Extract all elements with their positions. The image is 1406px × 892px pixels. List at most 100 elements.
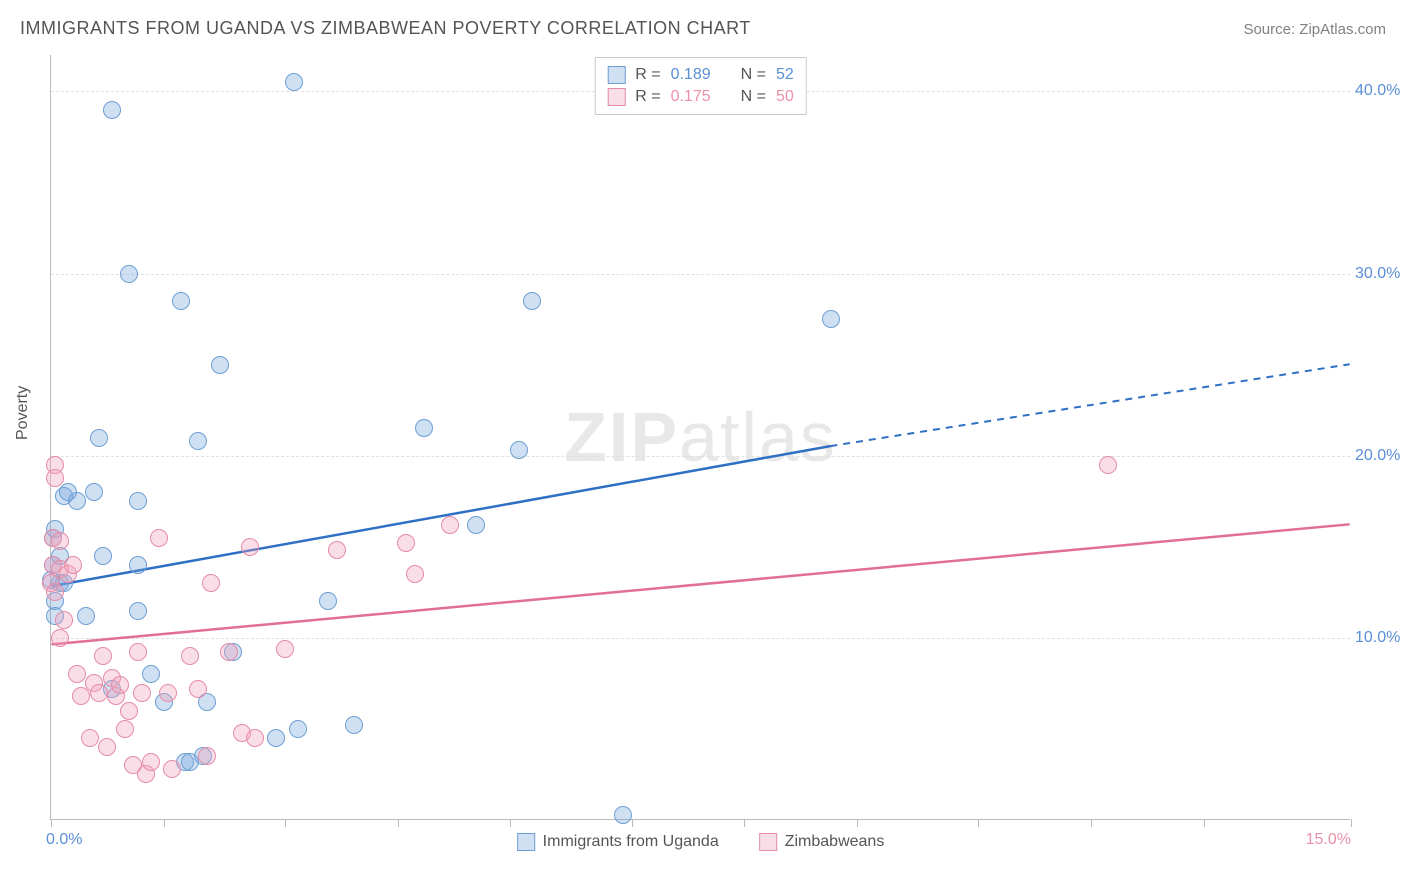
data-point-zimbabwe — [46, 583, 64, 601]
legend-swatch — [759, 833, 777, 851]
data-point-uganda — [85, 483, 103, 501]
r-label: R = — [635, 88, 660, 106]
x-tick — [744, 819, 745, 827]
data-point-uganda — [467, 516, 485, 534]
data-point-uganda — [345, 716, 363, 734]
data-point-uganda — [129, 602, 147, 620]
x-tick — [51, 819, 52, 827]
data-point-uganda — [289, 720, 307, 738]
series-legend: Immigrants from Uganda Zimbabweans — [517, 833, 885, 851]
data-point-zimbabwe — [276, 640, 294, 658]
data-point-zimbabwe — [202, 574, 220, 592]
gridline — [51, 456, 1350, 457]
trendline-dashed-uganda — [830, 364, 1349, 446]
data-point-zimbabwe — [1099, 456, 1117, 474]
data-point-uganda — [267, 729, 285, 747]
data-point-zimbabwe — [159, 684, 177, 702]
source-label: Source: ZipAtlas.com — [1243, 21, 1386, 38]
data-point-uganda — [189, 432, 207, 450]
data-point-uganda — [129, 556, 147, 574]
trendline-uganda — [51, 446, 830, 586]
x-tick — [632, 819, 633, 827]
legend-row-zimbabwe: R = 0.175 N = 50 — [607, 86, 794, 108]
correlation-legend: R = 0.189 N = 52 R = 0.175 N = 50 — [594, 57, 807, 115]
data-point-zimbabwe — [98, 738, 116, 756]
legend-label: Zimbabweans — [785, 833, 885, 851]
data-point-zimbabwe — [328, 541, 346, 559]
data-point-uganda — [822, 310, 840, 328]
data-point-uganda — [319, 592, 337, 610]
data-point-zimbabwe — [51, 532, 69, 550]
data-point-uganda — [103, 101, 121, 119]
data-point-uganda — [285, 73, 303, 91]
legend-swatch — [517, 833, 535, 851]
r-value: 0.175 — [671, 88, 711, 106]
data-point-zimbabwe — [55, 611, 73, 629]
data-point-zimbabwe — [241, 538, 259, 556]
data-point-uganda — [142, 665, 160, 683]
data-point-uganda — [415, 419, 433, 437]
data-point-zimbabwe — [94, 647, 112, 665]
gridline — [51, 274, 1350, 275]
legend-item-uganda: Immigrants from Uganda — [517, 833, 719, 851]
gridline — [51, 638, 1350, 639]
x-tick — [1204, 819, 1205, 827]
data-point-zimbabwe — [51, 629, 69, 647]
r-value: 0.189 — [671, 66, 711, 84]
legend-swatch — [607, 88, 625, 106]
legend-item-zimbabwe: Zimbabweans — [759, 833, 885, 851]
data-point-uganda — [510, 441, 528, 459]
plot-area: ZIPatlas 10.0%20.0%30.0%40.0% 0.0%15.0% … — [50, 55, 1350, 820]
x-tick — [857, 819, 858, 827]
data-point-zimbabwe — [111, 676, 129, 694]
x-tick — [510, 819, 511, 827]
data-point-zimbabwe — [220, 643, 238, 661]
y-tick-label: 30.0% — [1355, 265, 1406, 283]
x-tick-label: 0.0% — [46, 831, 82, 849]
data-point-zimbabwe — [129, 643, 147, 661]
y-tick-label: 10.0% — [1355, 629, 1406, 647]
r-label: R = — [635, 66, 660, 84]
data-point-zimbabwe — [46, 469, 64, 487]
legend-label: Immigrants from Uganda — [543, 833, 719, 851]
data-point-uganda — [129, 492, 147, 510]
x-tick — [1091, 819, 1092, 827]
y-tick-label: 40.0% — [1355, 82, 1406, 100]
y-tick-label: 20.0% — [1355, 447, 1406, 465]
data-point-zimbabwe — [90, 684, 108, 702]
data-point-zimbabwe — [181, 647, 199, 665]
data-point-uganda — [211, 356, 229, 374]
chart-title: IMMIGRANTS FROM UGANDA VS ZIMBABWEAN POV… — [20, 18, 751, 39]
data-point-zimbabwe — [133, 684, 151, 702]
y-axis-label: Poverty — [14, 386, 32, 440]
n-label: N = — [741, 88, 766, 106]
watermark: ZIPatlas — [564, 397, 837, 477]
data-point-zimbabwe — [64, 556, 82, 574]
data-point-uganda — [172, 292, 190, 310]
x-tick — [1351, 819, 1352, 827]
x-tick — [398, 819, 399, 827]
legend-swatch — [607, 66, 625, 84]
trend-lines — [51, 55, 1350, 819]
x-tick — [978, 819, 979, 827]
data-point-uganda — [68, 492, 86, 510]
data-point-uganda — [94, 547, 112, 565]
data-point-zimbabwe — [116, 720, 134, 738]
n-label: N = — [741, 66, 766, 84]
data-point-zimbabwe — [150, 529, 168, 547]
x-tick-label: 15.0% — [1306, 831, 1351, 849]
n-value: 52 — [776, 66, 794, 84]
n-value: 50 — [776, 88, 794, 106]
data-point-zimbabwe — [441, 516, 459, 534]
header-bar: IMMIGRANTS FROM UGANDA VS ZIMBABWEAN POV… — [20, 18, 1386, 39]
x-tick — [164, 819, 165, 827]
data-point-zimbabwe — [397, 534, 415, 552]
data-point-zimbabwe — [142, 753, 160, 771]
data-point-uganda — [523, 292, 541, 310]
data-point-zimbabwe — [68, 665, 86, 683]
data-point-zimbabwe — [189, 680, 207, 698]
data-point-uganda — [90, 429, 108, 447]
data-point-zimbabwe — [198, 747, 216, 765]
data-point-zimbabwe — [81, 729, 99, 747]
data-point-zimbabwe — [163, 760, 181, 778]
